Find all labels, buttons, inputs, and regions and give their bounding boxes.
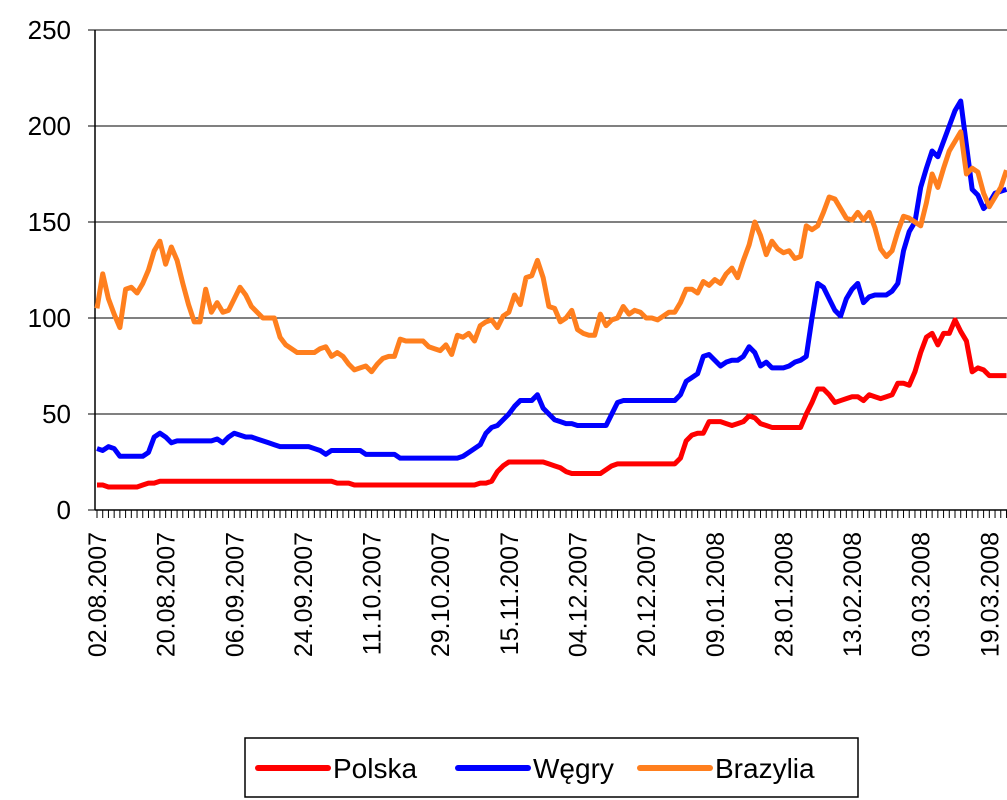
x-tick-label: 11.10.2007 [359,532,387,655]
y-tick-label: 50 [42,399,71,429]
series-line [97,317,1007,490]
x-tick-label: 24.09.2007 [290,532,318,657]
x-tick-label: 06.09.2007 [221,532,249,657]
y-tick-label: 150 [28,207,71,237]
x-tick-label: 20.12.2007 [633,532,661,657]
legend-label: Węgry [533,753,614,784]
y-tick-label: 0 [57,495,71,525]
x-tick-label: 02.08.2007 [84,532,112,657]
x-tick-label: 04.12.2007 [564,532,592,657]
legend: Polska Węgry Brazylia [244,737,859,798]
x-tick-label: 13.02.2008 [839,532,867,657]
x-tick-label: 15.11.2007 [496,532,524,655]
x-tick-label: 03.03.2008 [908,532,936,657]
legend-box [244,737,859,798]
legend-label: Polska [333,753,417,784]
x-tick-label: 29.10.2007 [427,532,455,657]
y-tick-label: 250 [28,15,71,45]
legend-label: Brazylia [715,753,815,784]
x-tick-label: 28.01.2008 [770,532,798,657]
y-tick-label: 200 [28,111,71,141]
y-tick-label: 100 [28,303,71,333]
x-tick-label: 09.01.2008 [702,532,730,657]
x-tick-label: 20.08.2007 [153,532,181,657]
series-line [96,98,1007,461]
series-line [94,129,1007,375]
x-tick-label: 19.03.2008 [976,532,1004,657]
